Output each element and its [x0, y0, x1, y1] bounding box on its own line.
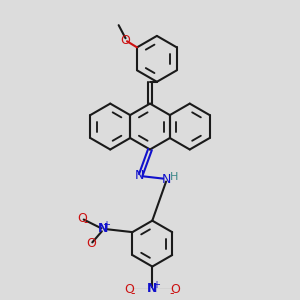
Text: O: O — [121, 34, 130, 47]
Text: O: O — [86, 237, 96, 250]
Text: O: O — [170, 283, 180, 296]
Text: -: - — [83, 216, 88, 229]
Text: +: + — [102, 220, 110, 230]
Text: +: + — [152, 280, 160, 290]
Text: N: N — [147, 282, 158, 295]
Text: N: N — [98, 222, 108, 235]
Text: O: O — [124, 283, 134, 296]
Text: -: - — [169, 287, 174, 300]
Text: H: H — [170, 172, 178, 182]
Text: -: - — [131, 287, 135, 300]
Text: O: O — [77, 212, 87, 225]
Text: N: N — [162, 173, 172, 186]
Text: N: N — [135, 169, 144, 182]
